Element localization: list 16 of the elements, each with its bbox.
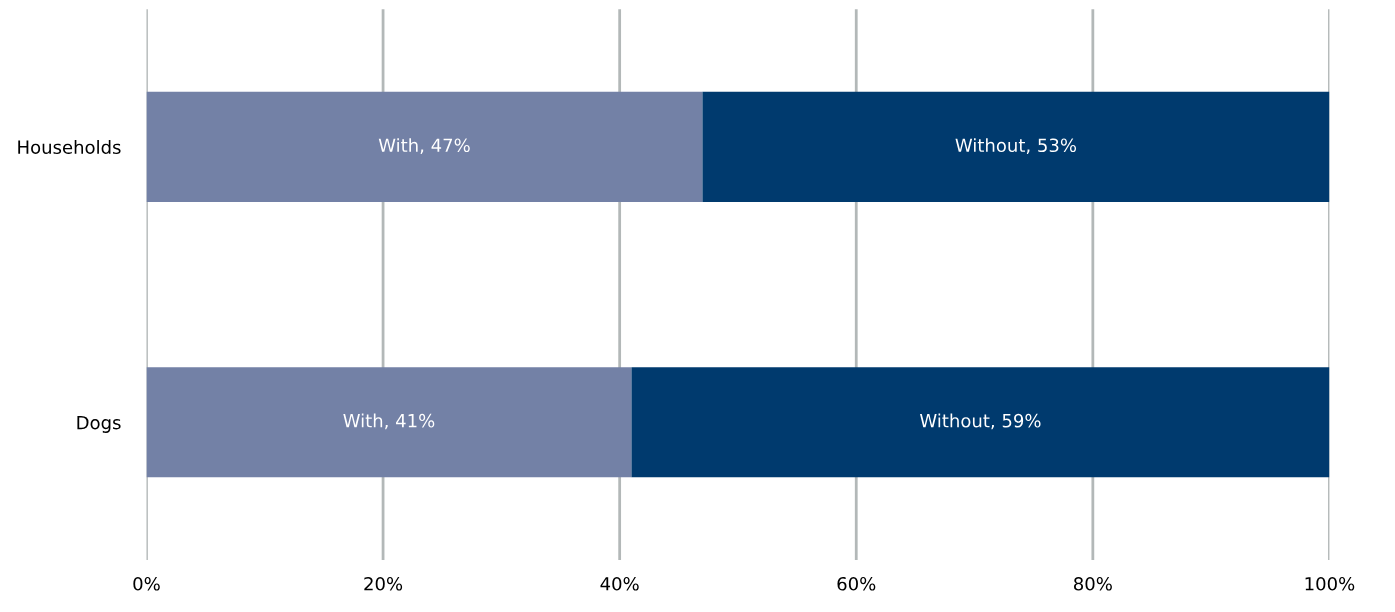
- data-label: With, 41%: [343, 413, 435, 430]
- bar: [702, 91, 1330, 202]
- data-label: Without, 53%: [955, 138, 1077, 154]
- x-tick-label: 0%: [133, 576, 160, 591]
- data-label: With, 47%: [378, 138, 470, 154]
- x-tick-label: 60%: [837, 576, 876, 591]
- bar: [146, 91, 703, 202]
- x-tick-label: 40%: [600, 576, 639, 591]
- bar: [631, 367, 1330, 478]
- y-tick-label: Dogs: [77, 415, 121, 433]
- x-tick-label: 20%: [364, 576, 403, 591]
- y-tick-label: Households: [18, 140, 121, 154]
- bar: [146, 367, 632, 478]
- x-tick-label: 80%: [1074, 576, 1112, 591]
- x-tick-label: 100%: [1305, 576, 1355, 591]
- data-label: Without, 59%: [919, 413, 1041, 430]
